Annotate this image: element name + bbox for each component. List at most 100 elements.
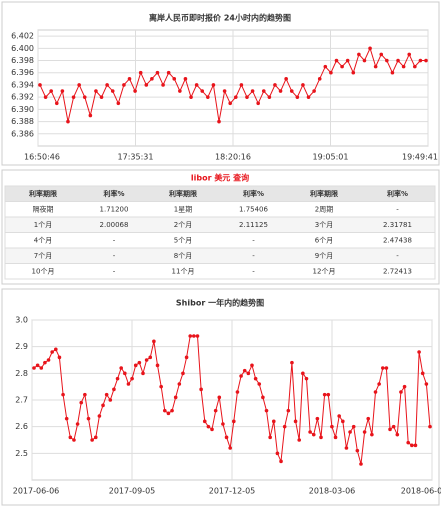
point xyxy=(93,435,98,440)
point xyxy=(64,416,69,421)
point xyxy=(133,363,138,368)
point xyxy=(138,70,143,75)
point xyxy=(99,95,104,99)
point xyxy=(239,83,244,87)
point xyxy=(97,414,102,418)
point xyxy=(90,438,94,442)
point xyxy=(388,427,392,432)
point xyxy=(377,382,381,386)
table-row xyxy=(4,216,436,233)
point xyxy=(413,443,418,448)
point xyxy=(75,422,80,426)
point xyxy=(133,89,137,93)
table-cell: 2个月 xyxy=(174,221,192,229)
y-tick-label: 6.402 xyxy=(11,32,34,41)
point xyxy=(384,366,389,370)
point xyxy=(50,350,54,354)
table-cell: 12个月 xyxy=(313,267,336,275)
point xyxy=(228,101,233,106)
table-cell: 2周期 xyxy=(315,205,333,213)
table-cell: 5个月 xyxy=(174,236,192,244)
point xyxy=(297,438,302,442)
table-cell: - xyxy=(396,205,399,213)
point xyxy=(233,95,238,99)
y-tick-label: 6.398 xyxy=(11,56,34,65)
point xyxy=(406,440,411,445)
point xyxy=(49,89,53,93)
point xyxy=(351,70,356,75)
point xyxy=(261,395,265,400)
table-cell: - xyxy=(252,236,255,244)
y-tick-label: 3.0 xyxy=(15,316,28,325)
table-cell: - xyxy=(252,267,255,275)
table-title: libor 美元 查询 xyxy=(191,173,249,183)
point xyxy=(217,119,221,124)
point xyxy=(317,77,322,81)
point xyxy=(213,408,218,413)
table-cell: - xyxy=(113,236,116,244)
line xyxy=(39,46,426,122)
point xyxy=(181,371,185,376)
point xyxy=(141,371,145,376)
point xyxy=(250,363,254,368)
x-tick-label: 2017-06-06 xyxy=(13,487,60,496)
point xyxy=(152,339,156,344)
y-tick-label: 6.394 xyxy=(11,80,34,89)
point xyxy=(104,392,109,397)
point xyxy=(178,89,182,93)
y-tick-label: 2.9 xyxy=(15,342,28,351)
point xyxy=(341,419,345,424)
point xyxy=(188,334,193,338)
x-tick-label: 19:05:01 xyxy=(313,153,349,162)
point xyxy=(359,462,363,466)
table-cell: 2.31781 xyxy=(383,221,412,229)
point xyxy=(357,52,361,57)
point xyxy=(407,52,412,57)
table-row xyxy=(4,201,436,218)
point xyxy=(385,58,389,63)
point xyxy=(82,95,87,99)
point xyxy=(183,77,188,81)
point xyxy=(390,70,395,75)
point xyxy=(418,58,423,63)
point xyxy=(242,368,247,373)
table-cell: 10个月 xyxy=(32,267,55,275)
point xyxy=(46,358,51,362)
table-row xyxy=(4,232,436,249)
point xyxy=(32,366,36,370)
y-tick-label: 2.7 xyxy=(15,396,28,405)
point xyxy=(315,416,320,421)
point xyxy=(333,435,338,440)
table-header: 利率期限 xyxy=(29,189,58,198)
point xyxy=(57,355,62,360)
point xyxy=(222,89,227,93)
table-cell: 2.47438 xyxy=(383,236,412,244)
point xyxy=(38,83,42,87)
point xyxy=(189,95,193,99)
point xyxy=(273,83,277,87)
point xyxy=(355,448,360,453)
point xyxy=(53,347,58,352)
point xyxy=(311,432,316,437)
point xyxy=(417,350,421,354)
point xyxy=(224,435,229,440)
point xyxy=(362,58,367,63)
point xyxy=(379,52,384,57)
point xyxy=(43,95,48,99)
table-cell: 9个月 xyxy=(315,252,333,260)
point xyxy=(61,392,65,397)
point xyxy=(267,95,272,99)
table-cell: 2.72413 xyxy=(383,267,412,275)
point xyxy=(155,363,160,368)
point xyxy=(43,360,47,365)
table-cell: 7个月 xyxy=(34,252,52,260)
point xyxy=(130,376,134,381)
point xyxy=(366,416,371,421)
x-tick-label: 17:35:31 xyxy=(118,153,154,162)
point xyxy=(326,392,331,397)
point xyxy=(161,83,165,87)
point xyxy=(116,101,121,106)
x-tick-label: 2018-06-05 xyxy=(401,487,441,496)
point xyxy=(329,70,333,75)
